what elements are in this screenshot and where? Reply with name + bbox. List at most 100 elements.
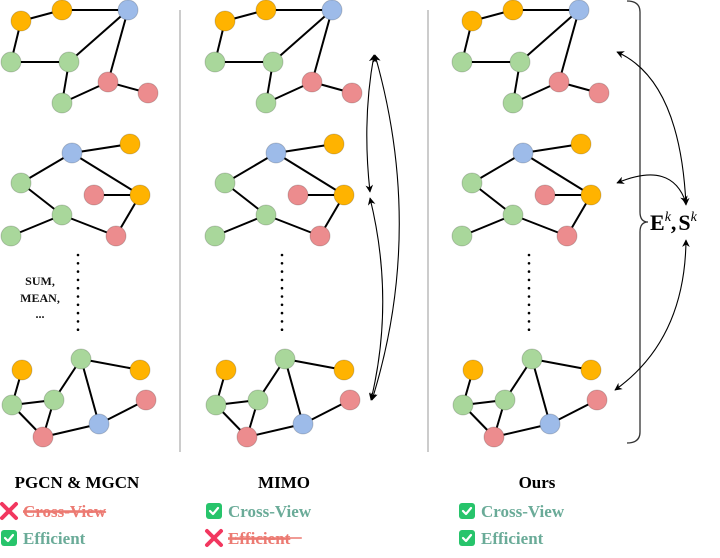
- check-icon: [206, 503, 222, 519]
- graph-node-orange: [333, 184, 355, 206]
- ellipsis-dots: [527, 253, 531, 332]
- graph-node-orange: [214, 10, 236, 32]
- ellipsis-dot: [527, 270, 531, 273]
- graph-node-green: [262, 51, 284, 73]
- graph-node-red: [236, 426, 258, 448]
- graph-node-green: [204, 51, 226, 73]
- graph-node-green: [205, 394, 227, 416]
- graph-edge: [272, 9, 333, 63]
- graph-node-orange: [323, 133, 345, 155]
- graph-node-green: [502, 204, 524, 226]
- ellipsis-dot: [280, 295, 284, 298]
- graph-edge: [107, 9, 129, 83]
- graph-node-green: [51, 92, 73, 114]
- graph-edge: [68, 9, 129, 63]
- graph-node-blue: [117, 0, 139, 21]
- panel-title: Ours: [519, 473, 556, 492]
- graph-node-red: [586, 389, 608, 411]
- ellipsis-dot: [76, 320, 80, 323]
- graph-node-green: [70, 348, 92, 370]
- graph-edge: [80, 358, 100, 425]
- panel-2-graphs: [204, 0, 363, 448]
- ellipsis-dot: [280, 270, 284, 273]
- graph-node-red: [135, 389, 157, 411]
- graph-view-1: [204, 0, 363, 114]
- graph-node-green: [43, 389, 65, 411]
- graph-node-red: [556, 225, 578, 247]
- graph-node-green: [255, 92, 277, 114]
- graph-node-green: [58, 51, 80, 73]
- ellipsis-dot: [527, 311, 531, 315]
- graph-node-green: [521, 348, 543, 370]
- graph-node-green: [0, 51, 22, 73]
- ellipsis-dot: [76, 270, 80, 273]
- graph-edge: [275, 152, 345, 196]
- aggregation-label: SUM, MEAN, ...: [20, 274, 60, 321]
- graph-node-orange: [215, 359, 237, 381]
- ellipsis-dot: [280, 311, 284, 315]
- graph-node-red: [105, 225, 127, 247]
- graph-node-blue: [292, 413, 314, 435]
- graph-node-green: [509, 51, 531, 73]
- ellipsis-dot: [527, 253, 531, 257]
- graph-node-orange: [461, 10, 483, 32]
- graph-node-blue: [321, 0, 343, 21]
- graph-edge: [71, 152, 141, 196]
- svg-text:SUM,: SUM,: [25, 274, 55, 288]
- graph-node-green: [461, 172, 483, 194]
- graph-node-blue: [512, 142, 534, 164]
- shared-arrows: [614, 51, 690, 391]
- graph-node-orange: [502, 0, 524, 21]
- graph-node-green: [0, 225, 22, 247]
- graph-edge: [558, 9, 580, 83]
- svg-text:MEAN,: MEAN,: [20, 291, 60, 305]
- ellipsis-dot: [280, 328, 284, 332]
- graph-node-blue: [88, 413, 110, 435]
- panel-3-legend: Ours Cross-View Efficient: [459, 473, 565, 548]
- graph-node-green: [452, 394, 474, 416]
- graph-view-2: [0, 133, 151, 247]
- feature-cross-view: Cross-View: [481, 502, 565, 521]
- graph-node-green: [274, 348, 296, 370]
- graph-node-blue: [61, 142, 83, 164]
- graph-view-3: [452, 348, 608, 448]
- ellipsis-dot: [280, 303, 284, 307]
- graph-node-green: [10, 172, 32, 194]
- ellipsis-dot: [527, 278, 531, 282]
- graph-view-2: [204, 133, 355, 247]
- ellipsis-dots: [76, 253, 80, 332]
- bracket: [626, 0, 649, 444]
- graph-view-1: [0, 0, 159, 114]
- graph-edge: [519, 9, 580, 63]
- graph-node-green: [451, 225, 473, 247]
- graph-node-orange: [10, 10, 32, 32]
- graph-node-orange: [11, 359, 33, 381]
- graph-node-orange: [462, 359, 484, 381]
- graph-node-red: [341, 82, 363, 104]
- panel-title: PGCN & MGCN: [15, 473, 140, 492]
- ellipsis-dot: [527, 320, 531, 323]
- feature-cross-view: Cross-View: [228, 502, 312, 521]
- graph-node-green: [451, 51, 473, 73]
- ellipsis-dot: [280, 262, 284, 265]
- svg-text:...: ...: [36, 307, 45, 321]
- ellipsis-dot: [527, 286, 531, 290]
- graph-view-3: [205, 348, 361, 448]
- graph-node-blue: [568, 0, 590, 21]
- graph-view-1: [451, 0, 610, 114]
- graph-node-green: [247, 389, 269, 411]
- ellipsis-dot: [76, 262, 80, 265]
- graph-node-orange: [570, 133, 592, 155]
- feature-efficient: Efficient: [481, 529, 544, 548]
- ellipsis-dot: [76, 253, 80, 257]
- graph-edge: [80, 358, 141, 371]
- graph-node-orange: [119, 133, 141, 155]
- ellipsis-dot: [76, 303, 80, 307]
- arrow-shared-g3: [614, 239, 690, 391]
- graph-node-red: [548, 71, 570, 93]
- feature-efficient: Efficient: [23, 529, 86, 548]
- ellipsis-dot: [527, 303, 531, 307]
- graph-node-orange: [129, 184, 151, 206]
